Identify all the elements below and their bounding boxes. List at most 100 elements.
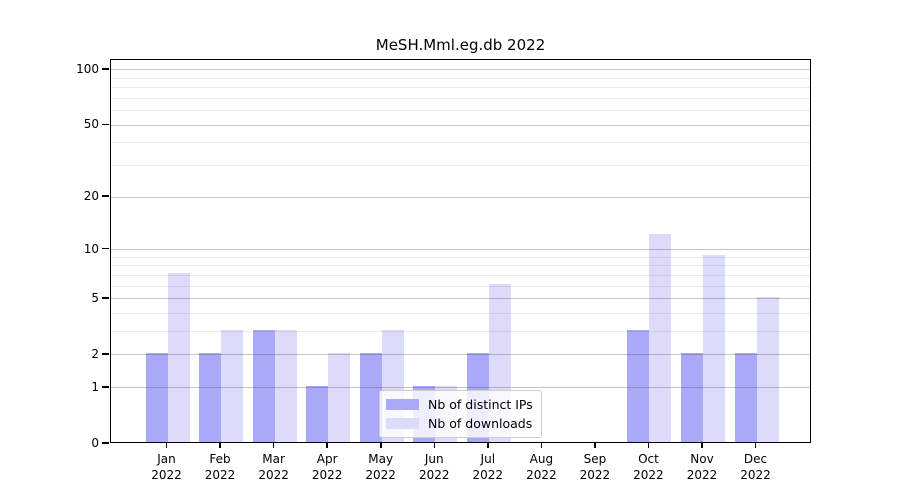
bar-downloads <box>328 352 351 442</box>
x-tick-year: 2022 <box>311 467 343 482</box>
minor-gridline <box>111 313 810 314</box>
x-axis-tick <box>380 442 382 448</box>
x-axis-tick <box>272 442 275 448</box>
x-axis-tick <box>754 442 757 448</box>
y-tick-label: 2 <box>91 346 99 361</box>
bar-distinct-ips <box>199 352 222 442</box>
minor-gridline <box>111 110 810 112</box>
x-tick-month: Jan <box>157 452 176 466</box>
x-tick-label: Sep 2022 <box>567 452 623 483</box>
minor-gridline <box>111 331 810 333</box>
x-tick-month: Mar <box>262 452 285 466</box>
x-tick-year: 2022 <box>365 467 396 482</box>
x-axis-tick <box>326 442 328 448</box>
x-tick-month: Apr <box>316 452 338 466</box>
x-tick-year: 2022 <box>740 467 771 482</box>
x-axis-tick <box>219 442 221 448</box>
y-axis-tick <box>102 353 109 355</box>
minor-gridline <box>111 87 810 89</box>
x-tick-label: Jul 2022 <box>460 452 516 483</box>
x-tick-year: 2022 <box>686 467 718 482</box>
bar-distinct-ips <box>734 352 757 442</box>
legend-label: Nb of downloads <box>428 416 533 431</box>
x-tick-year: 2022 <box>579 467 611 482</box>
major-gridline <box>111 124 810 126</box>
major-gridline <box>111 387 810 389</box>
bar-distinct-ips <box>627 329 650 442</box>
minor-gridline <box>111 77 810 79</box>
x-tick-year: 2022 <box>151 467 182 482</box>
x-tick-label: Feb 2022 <box>192 452 248 483</box>
x-axis-tick <box>647 442 650 448</box>
x-tick-year: 2022 <box>633 467 664 482</box>
minor-gridline <box>111 265 810 267</box>
minor-gridline <box>111 97 810 99</box>
x-tick-month: May <box>368 452 394 466</box>
y-tick-label: 10 <box>83 241 99 256</box>
bar-downloads <box>703 255 725 442</box>
y-tick-label: 0 <box>91 436 99 450</box>
legend-item: Nb of downloads <box>386 414 533 433</box>
bar-distinct-ips <box>145 352 168 442</box>
y-tick-label: 50 <box>83 117 99 132</box>
x-tick-label: Apr 2022 <box>299 452 355 483</box>
y-axis-tick <box>102 68 109 70</box>
x-axis-tick <box>433 442 436 448</box>
major-gridline <box>111 298 810 300</box>
chart-title: MeSH.Mml.eg.db 2022 <box>375 36 546 54</box>
y-axis-tick <box>102 297 109 299</box>
y-tick-label: 1 <box>91 379 99 394</box>
plot-area: Nb of distinct IPs Nb of downloads <box>110 59 811 443</box>
y-tick-label: 20 <box>83 189 99 204</box>
x-tick-year: 2022 <box>472 467 504 482</box>
x-axis-tick <box>165 442 168 448</box>
y-axis-tick <box>102 247 109 250</box>
x-tick-month: Oct <box>638 452 659 466</box>
x-tick-month: Nov <box>690 452 714 466</box>
y-axis-tick <box>102 386 109 388</box>
x-tick-month: Sep <box>583 452 607 466</box>
bar-distinct-ips <box>252 329 275 442</box>
x-axis-tick <box>540 442 543 448</box>
major-gridline <box>111 354 810 356</box>
legend-item: Nb of distinct IPs <box>386 395 533 414</box>
legend-swatch <box>386 399 419 410</box>
bar-downloads <box>649 234 672 442</box>
y-axis-tick <box>102 123 109 126</box>
x-tick-label: May 2022 <box>353 452 409 483</box>
y-axis-tick <box>102 195 109 197</box>
x-axis-tick <box>487 442 489 448</box>
x-tick-year: 2022 <box>204 467 236 482</box>
x-axis-tick <box>594 442 596 448</box>
x-tick-month: Dec <box>743 452 768 466</box>
bar-downloads <box>274 329 297 442</box>
bar-downloads <box>221 329 244 442</box>
minor-gridline <box>111 142 810 144</box>
x-tick-label: Jun 2022 <box>406 452 462 483</box>
y-tick-label: 5 <box>91 290 99 305</box>
legend-swatch <box>386 418 419 429</box>
y-axis-tick <box>102 442 109 444</box>
x-tick-month: Aug <box>529 452 554 466</box>
minor-gridline <box>111 285 810 287</box>
bar-distinct-ips <box>359 352 382 442</box>
x-tick-year: 2022 <box>526 467 557 482</box>
legend: Nb of distinct IPs Nb of downloads <box>379 390 542 438</box>
x-tick-month: Feb <box>209 452 231 466</box>
x-tick-label: Nov 2022 <box>674 452 730 483</box>
x-tick-month: Jun <box>424 452 444 466</box>
x-tick-label: Aug 2022 <box>513 452 569 483</box>
minor-gridline <box>111 165 810 167</box>
major-gridline <box>111 69 810 71</box>
x-axis-tick <box>701 442 703 448</box>
x-tick-label: Oct 2022 <box>620 452 676 483</box>
bar-distinct-ips <box>681 352 703 442</box>
bar-distinct-ips <box>306 385 329 442</box>
bar-downloads <box>167 273 190 442</box>
x-tick-month: Jul <box>480 452 496 466</box>
minor-gridline <box>111 256 810 258</box>
x-tick-label: Dec 2022 <box>728 452 784 483</box>
x-tick-label: Jan 2022 <box>139 452 195 483</box>
legend-label: Nb of distinct IPs <box>428 397 533 412</box>
